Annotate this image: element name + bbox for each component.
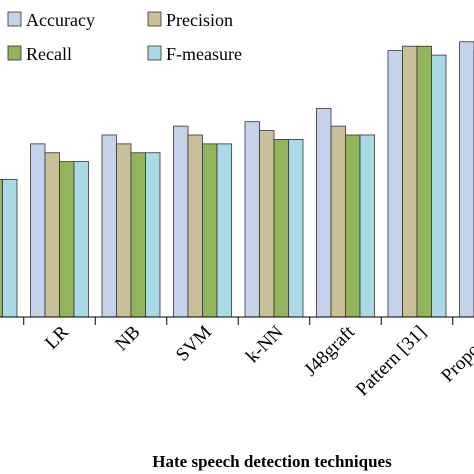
bar-accuracy-3 — [173, 125, 189, 318]
legend-label-accuracy: Accuracy — [26, 10, 95, 30]
bar-accuracy-7 — [459, 41, 474, 318]
bar-f-measure-0 — [2, 178, 18, 318]
bar-recall-6 — [416, 45, 432, 318]
x-tick-label-3: SVM — [172, 322, 216, 366]
bar-f-measure-5 — [359, 134, 375, 318]
legend-label-recall: Recall — [26, 44, 72, 64]
bar-recall-4 — [273, 139, 289, 318]
bar-precision-6 — [402, 45, 418, 318]
bar-accuracy-1 — [30, 143, 46, 318]
legend: Accuracy Precision Recall F-measure — [7, 10, 242, 64]
bar-recall-3 — [202, 143, 218, 318]
x-tick-label-7: Proposed — [437, 321, 474, 386]
bar-group — [0, 41, 474, 318]
x-tick-label-5: J48graft — [300, 321, 359, 380]
bar-f-measure-2 — [145, 152, 161, 318]
bar-recall-2 — [130, 152, 146, 318]
legend-label-precision: Precision — [166, 10, 233, 30]
bar-f-measure-1 — [73, 161, 89, 318]
x-tick-label-2: NB — [111, 322, 145, 356]
legend-swatch-f-measure — [147, 45, 162, 61]
x-tick-label-6: Pattern [31] — [352, 322, 431, 401]
bar-precision-4 — [259, 130, 275, 318]
bar-accuracy-5 — [316, 107, 332, 318]
x-tick-label-4: k-NN — [242, 321, 288, 367]
bar-recall-5 — [345, 134, 361, 318]
bar-precision-3 — [187, 134, 203, 318]
legend-swatch-recall — [7, 45, 22, 61]
bar-accuracy-4 — [244, 121, 260, 318]
bar-f-measure-4 — [288, 139, 304, 318]
x-tick-label-0: RF — [0, 322, 2, 353]
bar-precision-1 — [44, 152, 60, 318]
bar-f-measure-3 — [216, 143, 232, 318]
bar-f-measure-6 — [431, 54, 447, 318]
bar-accuracy-2 — [101, 134, 117, 318]
bar-recall-1 — [59, 161, 75, 318]
bar-precision-5 — [330, 125, 346, 318]
x-tick-label-1: LR — [41, 321, 73, 353]
legend-swatch-precision — [147, 11, 162, 27]
legend-swatch-accuracy — [7, 11, 22, 27]
x-axis-label: Hate speech detection techniques — [152, 452, 392, 471]
legend-label-f-measure: F-measure — [166, 44, 242, 64]
bar-accuracy-6 — [387, 50, 403, 318]
bar-precision-2 — [116, 143, 132, 318]
x-axis-ticks — [23, 317, 454, 325]
